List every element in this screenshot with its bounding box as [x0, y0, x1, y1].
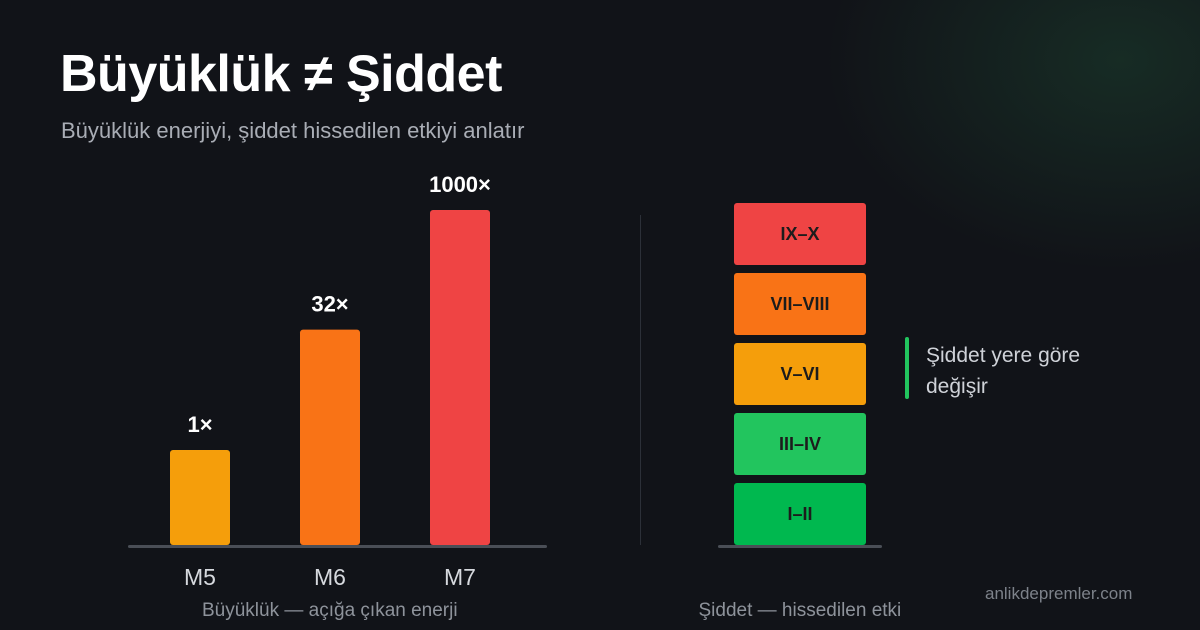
chart-baseline	[128, 545, 547, 548]
intensity-caption: Şiddet — hissedilen etki	[698, 600, 902, 621]
note-accent-bar	[905, 337, 909, 399]
bar-data-label: 1×	[187, 412, 212, 437]
intensity-level: VII–VIII	[734, 273, 866, 335]
bar-m7	[430, 210, 490, 545]
bar-data-label: 1000×	[429, 172, 491, 197]
bar-data-label: 32×	[311, 292, 348, 317]
bar-m6	[300, 329, 360, 545]
intensity-note: Şiddet yere göre değişir	[926, 344, 1081, 398]
magnitude-bar-chart: 1× M5 32× M6 1000× M7	[128, 172, 547, 590]
site-watermark: anlikdepremler.com	[985, 584, 1133, 603]
intensity-level: V–VI	[734, 343, 866, 405]
x-tick-label: M5	[184, 564, 216, 590]
intensity-level: III–IV	[734, 413, 866, 475]
intensity-level: I–II	[734, 483, 866, 545]
x-tick-label: M7	[444, 564, 476, 590]
panel-divider	[640, 215, 641, 545]
bar-m5	[170, 450, 230, 545]
magnitude-caption: Büyüklük — açığa çıkan enerji	[202, 600, 458, 621]
page-title: Büyüklük ≠ Şiddet	[60, 45, 502, 103]
intensity-scale-baseline	[718, 545, 882, 548]
x-tick-label: M6	[314, 564, 346, 590]
intensity-level: IX–X	[734, 203, 866, 265]
page-subtitle: Büyüklük enerjiyi, şiddet hissedilen etk…	[61, 118, 525, 143]
